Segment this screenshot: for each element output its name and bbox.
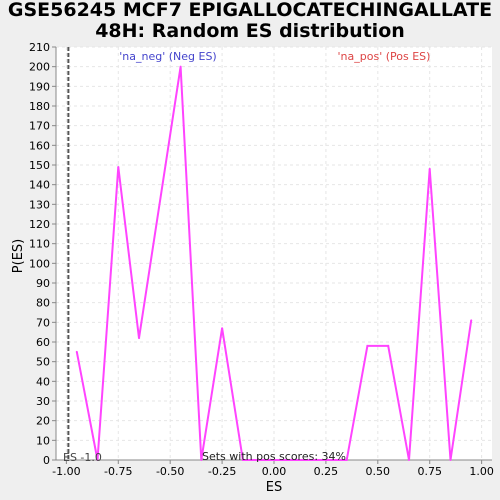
y-tick-label: 190 <box>29 80 50 93</box>
y-tick-label: 0 <box>43 454 50 467</box>
chart-title: GSE56245 MCF7 EPIGALLOCATECHINGALLATE 48… <box>0 0 500 42</box>
y-tick-label: 50 <box>36 356 50 369</box>
neg-es-label: 'na_neg' (Neg ES) <box>119 50 216 63</box>
x-tick-label: 0.75 <box>417 465 442 478</box>
y-tick-label: 20 <box>36 415 50 428</box>
grid-lines <box>56 46 492 461</box>
x-tick-label: -0.75 <box>104 465 132 478</box>
data-point <box>117 165 120 168</box>
chart-title-line-2: 48H: Random ES distribution <box>95 20 405 42</box>
x-tick-label: -1.00 <box>52 465 80 478</box>
data-point <box>200 459 203 461</box>
data-point <box>345 459 348 461</box>
y-tick-label: 160 <box>29 139 50 152</box>
y-tick-label: 40 <box>36 375 50 388</box>
y-tick-label: 30 <box>36 395 50 408</box>
y-axis-label: P(ES) <box>11 239 26 273</box>
y-tick-label: 150 <box>29 159 50 172</box>
data-point <box>449 459 452 461</box>
x-tick-label: 0.00 <box>262 465 287 478</box>
data-point <box>221 327 224 330</box>
data-point <box>407 459 410 461</box>
x-tick-label: 1.00 <box>469 465 494 478</box>
data-point <box>428 167 431 170</box>
data-point <box>179 65 182 68</box>
y-tick-label: 80 <box>36 297 50 310</box>
pos-es-label: 'na_pos' (Pos ES) <box>338 50 431 63</box>
y-tick-label: 180 <box>29 100 50 113</box>
y-tick-label: 110 <box>29 238 50 251</box>
x-tick-label: 0.25 <box>314 465 339 478</box>
y-tick-label: 210 <box>29 41 50 54</box>
data-point <box>96 459 99 461</box>
y-tick-label: 70 <box>36 316 50 329</box>
y-tick-label: 120 <box>29 218 50 231</box>
x-axis-label: ES <box>266 480 282 495</box>
y-tick-label: 140 <box>29 179 50 192</box>
data-point <box>366 344 369 347</box>
pos-scores-label: Sets with pos scores: 34% <box>202 450 346 463</box>
x-axis: -1.00 -0.75 -0.50 -0.25 0.00 0.25 0.50 0.75 1.00 <box>52 460 494 478</box>
x-tick-label: 0.50 <box>366 465 391 478</box>
y-tick-label: 130 <box>29 198 50 211</box>
x-tick-label: -0.25 <box>208 465 236 478</box>
data-point <box>387 344 390 347</box>
y-tick-label: 60 <box>36 336 50 349</box>
data-point <box>138 337 141 340</box>
y-tick-label: 170 <box>29 120 50 133</box>
y-tick-label: 100 <box>29 257 50 270</box>
y-axis: 0 10 20 30 40 50 60 70 80 90 100 110 120 130 140 150 160… <box>29 41 56 467</box>
y-tick-label: 90 <box>36 277 50 290</box>
data-point <box>470 319 473 322</box>
data-point <box>241 459 244 461</box>
chart-title-line-1: GSE56245 MCF7 EPIGALLOCATECHINGALLATE <box>7 0 493 21</box>
es-marker-label: ES -1.0 <box>63 451 102 464</box>
data-point <box>75 350 78 353</box>
y-tick-label: 10 <box>36 434 50 447</box>
y-tick-label: 200 <box>29 61 50 74</box>
series-group <box>75 65 473 461</box>
x-tick-label: -0.50 <box>156 465 184 478</box>
